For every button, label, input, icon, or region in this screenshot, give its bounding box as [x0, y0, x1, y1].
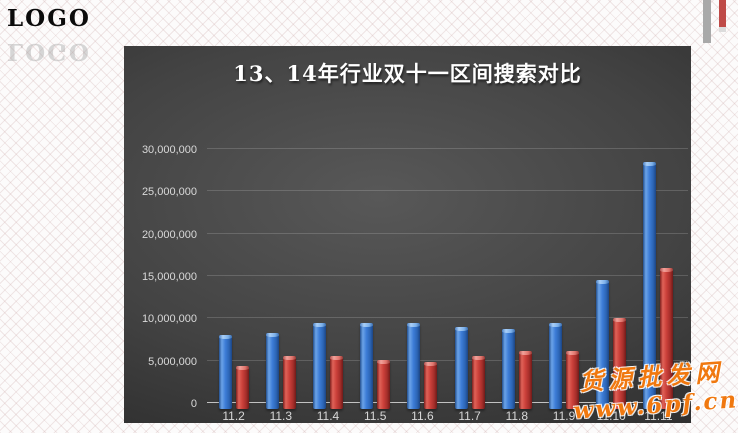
bar-2013行业搜索点击-11.6	[407, 323, 421, 409]
bar-top-bevel	[424, 361, 438, 366]
bar-top-bevel	[643, 161, 657, 166]
bar-top-bevel	[235, 365, 249, 370]
x-tick-label: 11.2	[222, 409, 245, 423]
bar-2013行业搜索点击-11.8	[501, 328, 515, 409]
logo-reflection: LOGO	[7, 38, 91, 65]
logo: LOGO LOGO	[7, 5, 91, 66]
bar-2013行业搜索点击-11.4	[313, 322, 326, 409]
bar-series	[210, 161, 682, 409]
y-tick-label: 20,000,000	[141, 228, 197, 241]
x-tick-label: 11.3	[269, 409, 293, 423]
y-tick-label: 10,000,000	[141, 313, 197, 326]
bar-2013行业搜索点击-11.10	[596, 280, 610, 409]
bar-group-11.8	[493, 328, 540, 409]
bar-group-11.9	[540, 322, 587, 409]
bar-2013行业搜索点击-11.3	[265, 332, 279, 409]
bar-group-11.5	[352, 323, 399, 409]
bar-2014行业搜索点击-11.5	[377, 359, 391, 409]
bar-top-bevel	[518, 351, 532, 356]
bar-group-11.3	[257, 332, 304, 409]
y-axis-labels: 0 5,000,000 10,000,000 15,000,000 20,000,000…	[124, 144, 200, 410]
bar-2013行业搜索点击-11.11	[643, 161, 657, 409]
x-tick-label: 11.6	[411, 409, 434, 423]
x-tick-label: 11.9	[552, 409, 576, 423]
x-axis-labels: 11.2 11.3 11.4 11.5 11.6 11.7 11.8 11.9 11.10 11.…	[210, 409, 682, 423]
gridline	[207, 359, 688, 361]
bar-top-bevel	[313, 322, 326, 327]
x-tick-label: 11.8	[505, 409, 529, 423]
logo-text: LOGO	[7, 5, 91, 32]
bar-group-11.4	[304, 322, 351, 409]
gridline	[207, 148, 688, 149]
y-tick-label: 0	[190, 398, 197, 410]
bar-2013行业搜索点击-11.7	[454, 326, 468, 409]
bar-group-11.10	[588, 280, 635, 409]
bar-top-bevel	[282, 356, 296, 361]
x-tick-label: 11.4	[316, 409, 340, 423]
gridline	[207, 190, 688, 192]
gridline	[207, 275, 688, 276]
bar-top-bevel	[613, 318, 627, 323]
bar-top-bevel	[407, 323, 421, 328]
decor-red-bar	[719, 0, 726, 32]
bar-top-bevel	[218, 335, 232, 340]
plot-area	[207, 148, 688, 409]
x-tick-label: 11.5	[363, 409, 387, 423]
bar-2013行业搜索点击-11.2	[218, 335, 232, 409]
bar-group-11.11	[635, 161, 682, 409]
bar-2013行业搜索点击-11.9	[549, 322, 563, 409]
bar-top-bevel	[501, 328, 515, 333]
bar-group-11.2	[210, 335, 257, 409]
x-tick-label: 11.10	[596, 409, 626, 423]
x-axis-line	[207, 402, 688, 403]
bar-top-bevel	[330, 355, 343, 360]
bar-top-bevel	[360, 323, 374, 328]
watermark: 货源批发网 www.6pf.cn	[570, 351, 738, 425]
y-tick-label: 25,000,000	[141, 186, 197, 199]
bar-top-bevel	[265, 332, 279, 337]
y-tick-label: 15,000,000	[141, 271, 197, 283]
x-tick-label: 11.7	[458, 409, 481, 423]
bar-2014行业搜索点击-11.6	[424, 361, 438, 409]
x-tick-label: 11.11	[644, 409, 673, 423]
bar-2013行业搜索点击-11.5	[360, 323, 374, 409]
bar-2014行业搜索点击-11.11	[660, 268, 674, 409]
bar-top-bevel	[471, 356, 485, 361]
bar-2014行业搜索点击-11.4	[330, 355, 343, 409]
bar-2014行业搜索点击-11.8	[518, 351, 532, 409]
decor-gray-bar	[703, 0, 711, 43]
bar-top-bevel	[596, 280, 610, 285]
bar-2014行业搜索点击-11.2	[235, 365, 249, 409]
bar-2014行业搜索点击-11.7	[471, 356, 485, 409]
y-tick-label: 30,000,000	[141, 144, 197, 156]
y-tick-label: 5,000,000	[148, 355, 197, 368]
chart-title: 13、14年行业双十一区间搜索对比	[233, 61, 582, 86]
gridline	[207, 317, 688, 319]
gridline	[207, 232, 688, 234]
bar-chart-panel: 13、14年行业双十一区间搜索对比 0 5,000,000 10,000,000 15…	[124, 46, 691, 423]
bar-group-11.6	[399, 323, 446, 409]
bar-group-11.7	[446, 326, 493, 409]
bar-2014行业搜索点击-11.9	[566, 351, 580, 409]
bar-top-bevel	[566, 351, 580, 356]
bar-top-bevel	[660, 268, 674, 273]
bar-2014行业搜索点击-11.10	[613, 318, 627, 409]
bar-top-bevel	[454, 326, 468, 331]
bar-top-bevel	[377, 359, 391, 364]
bar-2014行业搜索点击-11.3	[282, 356, 296, 409]
bar-top-bevel	[549, 322, 563, 327]
